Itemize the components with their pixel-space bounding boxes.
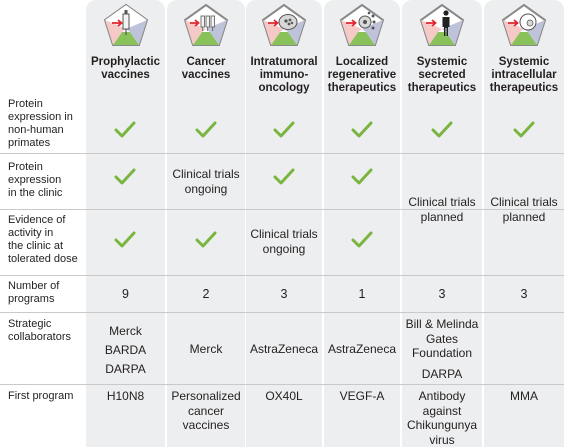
row-divider [0, 209, 564, 210]
row-label-programs: Number of programs [8, 280, 60, 305]
header-cancer: Cancer vaccines [167, 0, 245, 98]
collaborators-prophylactic: Merck BARDA DARPA [104, 324, 147, 376]
header-intratumoral: Intratumoral immuno-oncology [246, 0, 322, 98]
program-count-secreted: 3 [438, 287, 446, 301]
first-program-secreted: Antibody against Chikungunya virus [406, 389, 478, 447]
header-label-intracellular: Systemic intracellular therapeutics [489, 56, 559, 94]
program-count-prophylactic: 9 [122, 287, 129, 301]
first-program-intratumoral: OX40L [265, 389, 303, 403]
regenerative-cell-icon [339, 3, 385, 46]
row-label-activity: Evidence of activity in the clinic at tole… [8, 214, 78, 265]
check-icon [114, 121, 136, 138]
header-label-regenerative: Localized regenerative therapeutics [327, 56, 397, 94]
check-icon [195, 231, 217, 248]
row-label-nhp: Protein expression in non-human primates [8, 98, 73, 149]
collaborators-intratumoral: AstraZeneca [249, 342, 319, 356]
row-divider [0, 153, 564, 154]
multi-syringe-icon [183, 3, 229, 46]
column-bg-intratumoral [246, 0, 322, 447]
header-label-secreted: Systemic secreted therapeutics [407, 56, 477, 94]
row-label-clinic: Protein expression in the clinic [8, 161, 63, 199]
first-program-prophylactic: H10N8 [106, 389, 145, 403]
collaborators-secreted: Bill & Melinda Gates Foundation DARPA [405, 317, 479, 381]
column-bg-secreted [402, 0, 482, 447]
column-bg-cancer [167, 0, 245, 447]
first-program-intracellular: MMA [510, 389, 538, 403]
check-icon [114, 231, 136, 248]
check-icon [351, 168, 373, 185]
program-count-intracellular: 3 [520, 287, 528, 301]
row-divider [0, 275, 564, 276]
status-clinical-trials-planned: Clinical trials planned [408, 195, 476, 224]
program-count-cancer: 2 [202, 287, 210, 301]
header-label-prophylactic: Prophylactic vaccines [90, 56, 161, 81]
status-clinical-trials-ongoing: Clinical trials ongoing [250, 227, 318, 256]
check-icon [273, 121, 295, 138]
first-program-cancer: Personalized cancer vaccines [171, 389, 241, 432]
check-icon [114, 168, 136, 185]
collaborators-cancer: Merck [189, 342, 223, 356]
header-secreted: Systemic secreted therapeutics [402, 0, 482, 98]
program-count-regenerative: 1 [358, 287, 366, 301]
status-clinical-trials-ongoing: Clinical trials ongoing [172, 167, 240, 196]
header-prophylactic: Prophylactic vaccines [86, 0, 165, 98]
intracellular-cell-icon [501, 3, 547, 46]
check-icon [351, 231, 373, 248]
header-regenerative: Localized regenerative therapeutics [324, 0, 400, 98]
row-divider [0, 384, 564, 385]
row-label-collaborators: Strategic collaborators [8, 318, 71, 343]
column-bg-regenerative [324, 0, 400, 447]
tumor-cell-icon [261, 3, 307, 46]
collaborators-regenerative: AstraZeneca [327, 342, 397, 356]
column-bg-intracellular [484, 0, 564, 447]
program-count-intratumoral: 3 [280, 287, 288, 301]
check-icon [513, 121, 535, 138]
row-label-first-program: First program [8, 390, 74, 402]
header-intracellular: Systemic intracellular therapeutics [484, 0, 564, 98]
row-divider [0, 312, 564, 313]
check-icon [273, 168, 295, 185]
status-clinical-trials-planned: Clinical trials planned [490, 195, 558, 224]
first-program-regenerative: VEGF-A [339, 389, 385, 403]
header-label-intratumoral: Intratumoral immuno-oncology [250, 56, 318, 94]
header-label-cancer: Cancer vaccines [181, 56, 231, 81]
human-figure-icon [419, 3, 465, 46]
check-icon [431, 121, 453, 138]
check-icon [351, 121, 373, 138]
check-icon [195, 121, 217, 138]
syringe-icon [103, 3, 148, 46]
column-bg-prophylactic [86, 0, 165, 447]
